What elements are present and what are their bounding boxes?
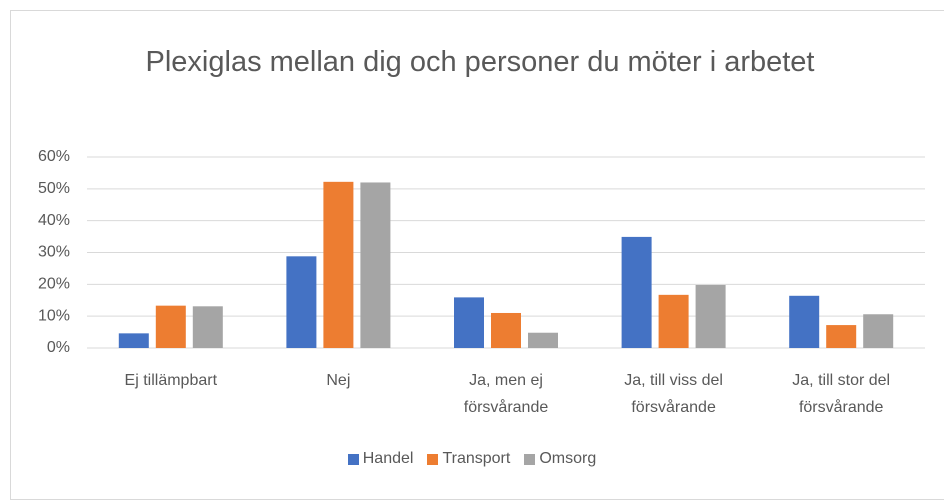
y-tick-label: 0%: [47, 339, 70, 356]
bar: [863, 314, 894, 348]
bar: [491, 312, 521, 348]
x-tick-label: Nej: [326, 372, 351, 389]
x-tick-label: Ja, till viss del försvårande: [624, 372, 723, 416]
x-tick-label: Ej tillämpbart: [124, 372, 218, 389]
legend-label: Handel: [362, 450, 414, 467]
y-tick-label: 20%: [38, 276, 70, 293]
x-tick-label: Ja, till stor del försvårande: [792, 372, 891, 416]
bar: [286, 256, 317, 348]
legend-item: Handel: [347, 450, 414, 468]
bar: [323, 181, 354, 348]
legend-label: Omsorg: [539, 450, 597, 467]
bar: [621, 236, 652, 348]
bar: [658, 294, 689, 348]
legend-label: Transport: [442, 450, 511, 467]
legend-swatch: [347, 453, 359, 465]
legend-swatch: [524, 453, 536, 465]
legend-item: Transport: [427, 450, 510, 468]
chart-title: Plexiglas mellan dig och personer du möt…: [145, 46, 815, 78]
bar: [118, 333, 149, 348]
bar: [528, 332, 558, 348]
bar: [454, 297, 484, 348]
bar: [192, 306, 223, 348]
bar: [360, 182, 391, 348]
y-tick-label: 50%: [38, 180, 70, 197]
legend: Handel Transport Omsorg: [0, 450, 944, 468]
x-tick-label: Ja, men ej försvårande: [463, 372, 549, 416]
y-tick-label: 10%: [38, 307, 70, 324]
y-tick-label: 60%: [38, 148, 70, 165]
legend-swatch: [427, 453, 439, 465]
y-tick-label: 40%: [38, 212, 70, 229]
bar: [826, 325, 857, 348]
bar: [155, 305, 186, 348]
bar: [789, 295, 820, 348]
bar: [695, 284, 726, 348]
legend-item: Omsorg: [524, 450, 596, 468]
y-tick-label: 30%: [38, 244, 70, 261]
